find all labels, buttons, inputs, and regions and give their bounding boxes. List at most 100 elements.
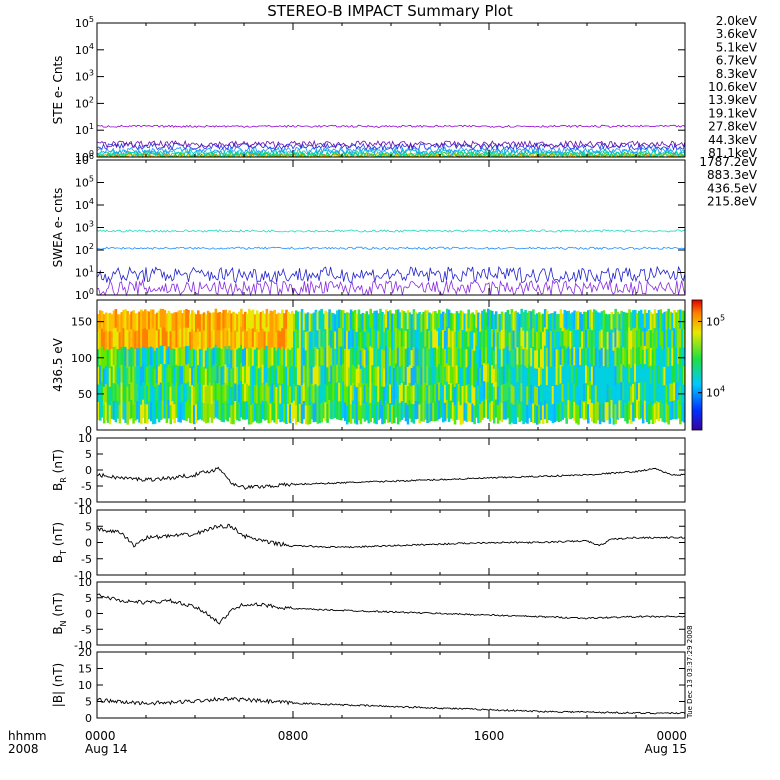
pad-cell xyxy=(555,367,559,386)
pad-cell xyxy=(381,330,384,350)
pad-cell xyxy=(540,402,543,421)
pad-cell xyxy=(489,347,492,367)
pad-cell xyxy=(165,367,169,387)
pad-cell xyxy=(518,349,521,369)
pad-cell xyxy=(420,331,423,351)
pad-cell xyxy=(436,402,439,421)
pad-cell xyxy=(393,350,396,369)
y-tick-label: 104 xyxy=(75,197,94,212)
pad-cell xyxy=(259,330,263,350)
pad-cell xyxy=(434,402,437,422)
pad-cell xyxy=(306,331,310,351)
y-tick-label: 0 xyxy=(85,424,92,437)
pad-cell xyxy=(498,331,502,350)
pad-cell xyxy=(181,348,184,367)
pad-cell xyxy=(116,383,120,402)
pad-cell xyxy=(355,313,359,333)
pad-cell xyxy=(277,401,280,420)
pad-cell xyxy=(173,404,176,424)
pad-cell xyxy=(345,405,349,425)
pad-cell xyxy=(122,382,126,402)
pad-cell xyxy=(506,363,510,383)
pad-cell xyxy=(467,309,470,329)
pad-cell xyxy=(442,348,445,368)
pad-cell xyxy=(263,366,267,385)
pad-cell xyxy=(332,330,335,349)
pad-cell xyxy=(608,332,612,351)
pad-cell xyxy=(265,401,269,420)
pad-cell xyxy=(663,403,666,423)
pad-cell xyxy=(559,309,563,329)
series-line-br xyxy=(96,466,686,491)
pad-cell xyxy=(451,366,455,386)
pad-cell xyxy=(177,329,180,349)
y-tick-label: 50 xyxy=(78,388,92,401)
pad-cell xyxy=(520,401,523,421)
pad-cell xyxy=(410,350,414,369)
pad-cell xyxy=(665,329,668,349)
pad-cell xyxy=(543,400,547,420)
pad-cell xyxy=(618,348,621,367)
pad-cell xyxy=(351,382,355,401)
y-tick-label-ste-2: 102 xyxy=(75,95,94,110)
pad-cell xyxy=(557,367,561,387)
pad-cell xyxy=(636,312,639,331)
pad-cell xyxy=(604,402,608,421)
pad-cell xyxy=(661,313,665,332)
pad-cell xyxy=(296,311,300,331)
pad-cell xyxy=(496,332,500,351)
pad-cell xyxy=(412,366,416,386)
pad-cell xyxy=(246,313,249,332)
pad-cell xyxy=(467,328,470,348)
pad-cell xyxy=(647,404,651,424)
pad-cell xyxy=(334,400,337,418)
pad-cell xyxy=(367,368,371,388)
pad-cell xyxy=(269,347,273,367)
pad-cell xyxy=(197,328,200,348)
pad-cell xyxy=(198,349,202,367)
pad-cell xyxy=(549,384,553,403)
x-tick-label: 0000 xyxy=(85,729,116,743)
pad-cell xyxy=(146,404,149,424)
pad-cell xyxy=(345,330,349,350)
pad-cell xyxy=(536,350,539,370)
pad-cell xyxy=(647,385,651,406)
pad-cell xyxy=(287,385,290,405)
y-tick-label-swea-3: 103 xyxy=(75,220,94,235)
pad-cell xyxy=(277,365,280,384)
pad-cell xyxy=(132,404,135,424)
pad-cell xyxy=(440,330,443,349)
pad-cell xyxy=(220,348,224,368)
pad-cell xyxy=(279,403,282,423)
pad-cell xyxy=(195,314,198,333)
pad-cell xyxy=(491,310,494,330)
pad-cell xyxy=(659,381,663,401)
pad-cell xyxy=(255,384,259,404)
pad-cell xyxy=(112,383,116,402)
pad-cell xyxy=(173,312,176,332)
pad-cell xyxy=(159,382,163,402)
pad-cell xyxy=(402,346,406,365)
pad-cell xyxy=(602,384,606,404)
pad-cell xyxy=(342,363,345,383)
pad-cell xyxy=(585,329,588,349)
pad-cell xyxy=(163,346,167,365)
pad-cell xyxy=(502,313,506,332)
pad-cell xyxy=(126,405,129,425)
pad-cell xyxy=(587,347,590,368)
pad-cell xyxy=(387,385,390,405)
pad-cell xyxy=(148,382,151,402)
pad-cell xyxy=(567,328,570,347)
pad-cell xyxy=(224,328,227,347)
pad-cell xyxy=(583,347,586,367)
pad-cell xyxy=(569,366,572,385)
pad-cell xyxy=(651,350,655,370)
pad-cell xyxy=(185,383,188,403)
pad-cell xyxy=(330,330,333,349)
pad-cell xyxy=(163,364,167,383)
pad-cell xyxy=(365,311,369,330)
pad-cell xyxy=(218,312,222,331)
pad-cell xyxy=(171,366,175,384)
pad-cell xyxy=(308,331,312,351)
pad-cell xyxy=(634,309,637,329)
